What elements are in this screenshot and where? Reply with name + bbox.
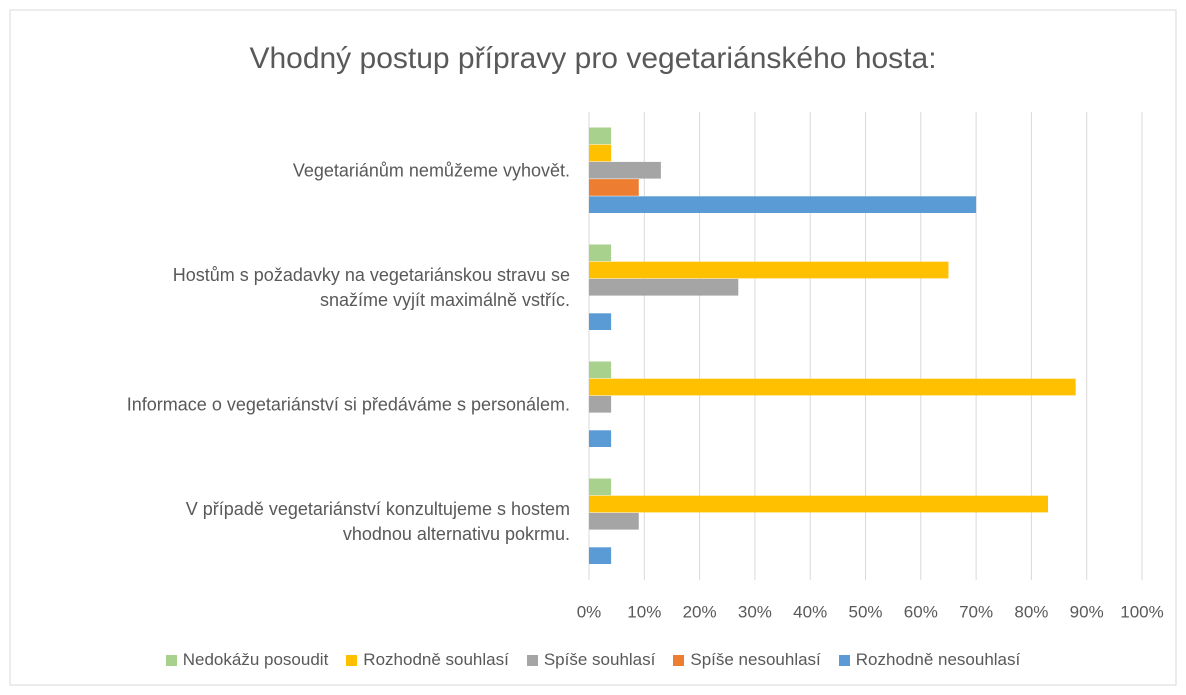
legend-item: Rozhodně souhlasí (346, 650, 509, 670)
x-tick-label: 0% (577, 602, 602, 621)
bar (589, 395, 612, 413)
chart-title: Vhodný postup přípravy pro vegetariánské… (249, 42, 936, 75)
legend-item: Rozhodně nesouhlasí (838, 650, 1021, 670)
bar (589, 495, 1048, 513)
bar (589, 512, 639, 530)
bar (589, 244, 612, 262)
category-label: Hostům s požadavky na vegetariánskou str… (172, 264, 570, 310)
legend-swatch (165, 654, 177, 666)
bar (589, 547, 612, 564)
x-tick-label: 100% (1120, 602, 1163, 621)
legend-label: Rozhodně souhlasí (363, 650, 509, 669)
legend-swatch (526, 654, 538, 666)
legend-label: Nedokážu posoudit (182, 650, 329, 669)
x-tick-label: 30% (738, 602, 772, 621)
legend-item: Nedokážu posoudit (165, 650, 329, 670)
x-tick-label: 10% (627, 602, 661, 621)
bar (589, 127, 612, 145)
bar (589, 278, 739, 296)
bar (589, 478, 612, 496)
legend-item: Spíše nesouhlasí (673, 650, 821, 670)
x-tick-label: 70% (959, 602, 993, 621)
bar (589, 261, 949, 279)
bar (589, 179, 639, 196)
chart-border (9, 9, 1177, 686)
x-tick-label: 90% (1070, 602, 1104, 621)
legend-swatch (346, 654, 358, 666)
bar (589, 161, 661, 179)
legend-label: Rozhodně nesouhlasí (855, 650, 1021, 669)
bar (589, 378, 1076, 396)
x-tick-label: 80% (1014, 602, 1048, 621)
bar (589, 144, 612, 162)
legend: Nedokážu posoudit Rozhodně souhlasí Spíše … (0, 650, 1186, 670)
bar (589, 430, 612, 447)
bar (589, 196, 977, 213)
legend-swatch (673, 654, 685, 666)
category-label: V případě vegetariánství konzultujeme s … (185, 498, 570, 544)
x-tick-label: 60% (904, 602, 938, 621)
legend-label: Spíše souhlasí (543, 650, 656, 669)
category-label: Informace o vegetariánství si předáváme … (126, 394, 570, 414)
bar (589, 313, 612, 330)
bar (589, 361, 612, 379)
x-tick-label: 50% (848, 602, 882, 621)
legend-swatch (838, 654, 850, 666)
x-tick-label: 40% (793, 602, 827, 621)
legend-item: Spíše souhlasí (526, 650, 656, 670)
x-tick-label: 20% (683, 602, 717, 621)
category-label: Vegetariánům nemůžeme vyhovět. (292, 160, 570, 180)
legend-label: Spíše nesouhlasí (690, 650, 821, 669)
